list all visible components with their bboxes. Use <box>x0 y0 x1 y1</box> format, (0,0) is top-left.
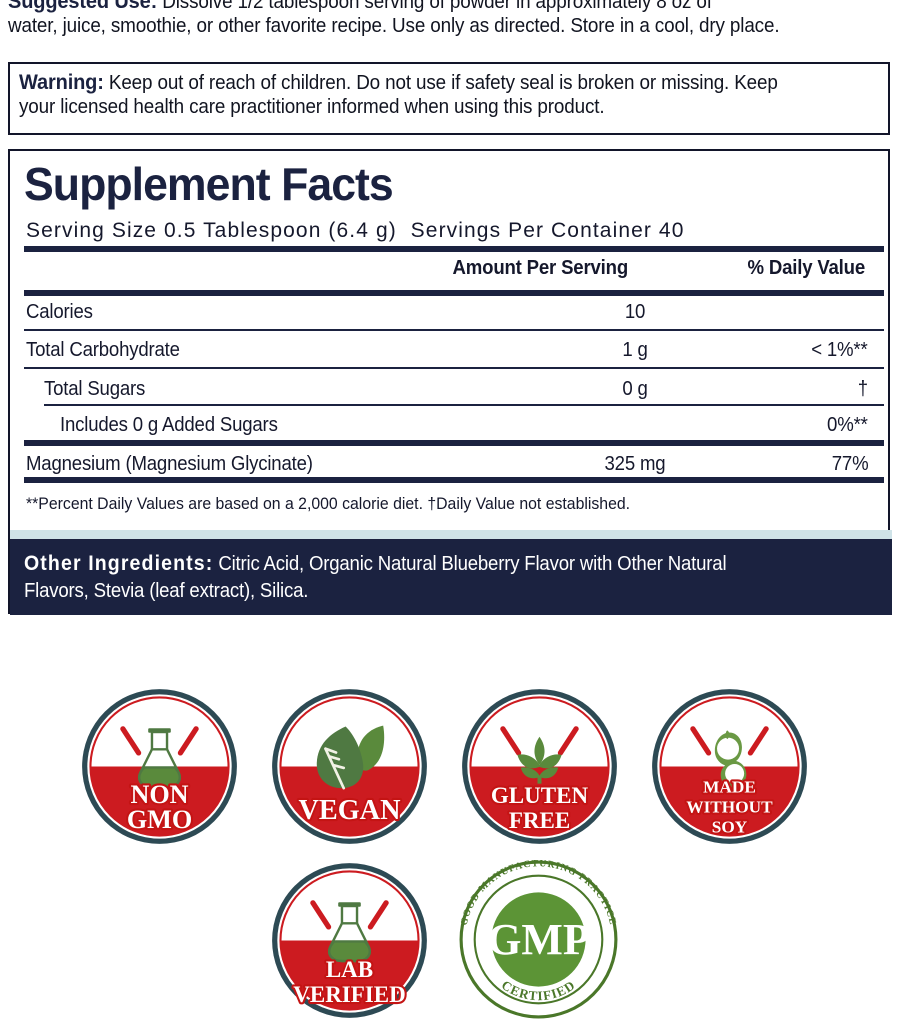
svg-text:GMP: GMP <box>487 915 589 964</box>
svg-text:VEGAN: VEGAN <box>298 794 401 825</box>
svg-text:VERIFIED: VERIFIED <box>293 981 405 1007</box>
svg-text:GLUTEN: GLUTEN <box>490 782 588 808</box>
svg-text:MADE: MADE <box>703 777 756 796</box>
svg-text:LAB: LAB <box>325 956 372 982</box>
svg-text:FREE: FREE <box>508 807 569 833</box>
svg-text:WITHOUT: WITHOUT <box>686 797 773 816</box>
svg-text:GMO: GMO <box>126 805 191 834</box>
svg-text:SOY: SOY <box>711 817 747 836</box>
